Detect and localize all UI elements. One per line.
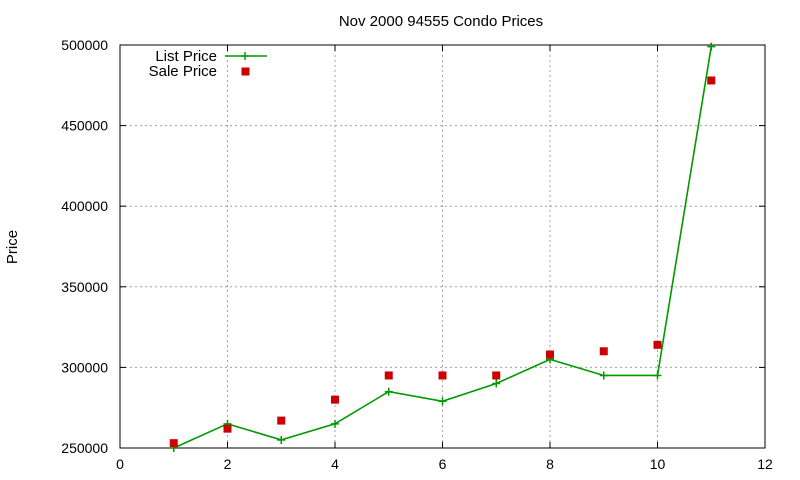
sale-price-point [599,347,608,356]
grid-lines [120,45,765,448]
legend-marker-sale-price [241,67,250,76]
list-price-point [384,387,393,396]
y-tick-label: 400000 [61,198,108,214]
y-tick-label: 450000 [61,118,108,134]
list-price-point [707,42,716,51]
x-tick-label: 0 [116,456,124,472]
x-tick-label: 10 [650,456,666,472]
sale-price-point [169,439,178,448]
list-price-point [492,379,501,388]
series-layer [169,42,716,452]
sale-price-point [492,371,501,380]
sale-price-point [223,424,232,433]
legend: List Price Sale Price [149,48,267,80]
sale-price-point [546,350,554,359]
chart-title: Nov 2000 94555 Condo Prices [339,13,543,30]
axis-ticks [119,44,766,449]
y-tick-label: 350000 [61,279,108,295]
y-tick-label: 250000 [61,440,108,456]
legend-label-sale-price: Sale Price [149,63,217,80]
sale-price-point [438,371,447,380]
legend-label-list-price: List Price [155,48,217,65]
sale-price-point [653,340,662,349]
sale-price-point [331,395,339,404]
list-price-point [653,371,662,380]
list-price-point [438,397,447,406]
sale-price-point [707,76,716,85]
y-tick-label: 300000 [61,359,108,375]
x-tick-label: 6 [439,456,447,472]
sale-price-point [277,416,286,425]
x-tick-label: 12 [757,456,773,472]
x-tick-label: 2 [224,456,232,472]
x-tick-label: 4 [331,456,339,472]
sale-price-point [384,371,393,380]
list-price-point [599,371,608,380]
list-price-point [331,419,339,428]
y-axis-label: Price [4,230,21,264]
x-tick-labels: 0 2 4 6 8 10 12 [116,456,773,472]
list-price-point [277,435,286,444]
y-tick-label: 500000 [61,37,108,53]
y-tick-labels: 250000 300000 350000 400000 450000 500000 [61,37,108,456]
x-tick-label: 8 [546,456,554,472]
legend-marker-list-price [241,52,249,60]
